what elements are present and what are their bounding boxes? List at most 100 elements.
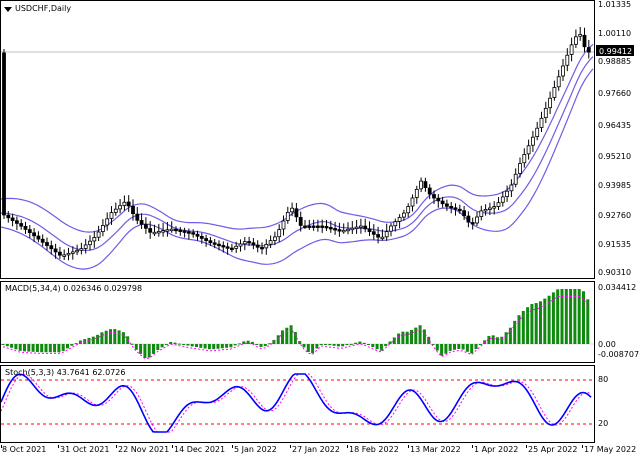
- macd-bar: [586, 299, 590, 344]
- stochastic-axis: 80 20: [596, 365, 640, 443]
- candle-body: [505, 190, 510, 197]
- macd-bar: [354, 342, 358, 344]
- macd-bar: [70, 344, 74, 346]
- candle-body: [195, 233, 200, 237]
- stoch-level-20: 20: [598, 419, 609, 428]
- date-label-6: 27 Jan 2022: [292, 445, 340, 454]
- price-axis: 1.01335 1.00110 0.98885 0.97660 0.96435 …: [596, 0, 640, 279]
- macd-bar: [40, 344, 44, 353]
- candle-body: [307, 225, 312, 228]
- candle-body: [66, 252, 71, 256]
- macd-pane[interactable]: MACD(5,34,4) 0.026346 0.029798: [0, 281, 595, 363]
- macd-bar: [177, 343, 181, 345]
- price-label-4: 0.97660: [598, 89, 632, 98]
- candle-body: [298, 216, 303, 226]
- candle-body: [281, 220, 286, 230]
- candle-body: [23, 225, 28, 230]
- candle-body: [367, 228, 372, 232]
- candle-body: [49, 245, 54, 250]
- macd-bar: [233, 344, 237, 346]
- macd-bar: [259, 344, 263, 347]
- macd-bar: [126, 336, 130, 344]
- macd-bar: [384, 344, 388, 347]
- candle-body: [350, 227, 355, 231]
- macd-bar: [328, 344, 332, 346]
- macd-bar: [564, 289, 568, 344]
- candle-body: [453, 207, 458, 210]
- chart-menu-triangle-icon[interactable]: [4, 7, 12, 12]
- candle-body: [118, 205, 122, 210]
- candle-body: [174, 228, 178, 232]
- stochastic-pane[interactable]: Stoch(5,3,3) 43.7641 62.0726: [0, 365, 595, 443]
- bollinger-upper-band: [1, 43, 594, 233]
- candle-body: [6, 214, 11, 219]
- macd-bar: [345, 344, 349, 346]
- macd-bar: [276, 335, 280, 344]
- date-label-9: 1 Apr 2022: [474, 445, 519, 454]
- candle-body: [169, 228, 174, 232]
- macd-bar: [281, 330, 284, 344]
- macd-bar: [427, 336, 431, 344]
- current-price-label: 0.99412: [596, 45, 634, 56]
- candle-body: [221, 245, 226, 248]
- macd-bar: [199, 344, 203, 348]
- price-label-7: 0.93985: [598, 181, 632, 190]
- candle-body: [389, 225, 393, 232]
- macd-bar: [91, 336, 95, 344]
- candle-body: [522, 153, 527, 164]
- macd-bar: [324, 344, 327, 345]
- candle-body: [2, 52, 6, 216]
- candle-body: [131, 205, 135, 214]
- candle-body: [268, 240, 273, 245]
- macd-bar: [66, 344, 69, 349]
- candle-body: [143, 224, 148, 229]
- macd-bar: [238, 343, 241, 345]
- candle-body: [440, 200, 445, 205]
- candle-body: [40, 238, 45, 243]
- macd-bar: [113, 329, 117, 344]
- candle-body: [182, 230, 187, 233]
- candle-body: [333, 228, 338, 231]
- macd-bar: [418, 325, 422, 344]
- candle-body: [401, 212, 406, 218]
- candle-body: [27, 229, 32, 234]
- price-chart-pane[interactable]: USDCHF,Daily: [0, 0, 595, 279]
- candle-body: [255, 244, 260, 248]
- macd-bar: [315, 344, 319, 349]
- candle-body: [586, 47, 591, 53]
- stoch-level-80: 80: [598, 375, 609, 384]
- candle-body: [62, 254, 67, 257]
- candle-body: [475, 216, 479, 224]
- candle-body: [487, 207, 492, 210]
- candle-body: [88, 240, 92, 246]
- macd-bar: [293, 332, 297, 344]
- macd-bar: [573, 289, 577, 344]
- candle-body: [457, 208, 462, 212]
- macd-bar: [453, 344, 456, 350]
- candle-body: [260, 246, 264, 250]
- candle-body: [479, 210, 484, 217]
- macd-bar: [169, 341, 173, 344]
- macd-bar: [250, 341, 254, 344]
- price-label-8: 0.92760: [598, 211, 632, 220]
- macd-bar: [319, 344, 323, 345]
- macd-bar: [130, 343, 134, 345]
- macd-bar: [255, 344, 259, 345]
- macd-bar: [104, 330, 108, 344]
- candle-body: [186, 231, 191, 234]
- macd-bar: [332, 344, 336, 346]
- candle-body: [315, 225, 320, 228]
- date-label-8: 13 Mar 2022: [410, 445, 461, 454]
- stochastic-svg: [1, 373, 594, 433]
- candle-body: [135, 213, 140, 221]
- candle-body: [126, 201, 131, 207]
- candle-body: [10, 217, 15, 221]
- candle-body: [380, 236, 385, 240]
- candle-body: [410, 197, 415, 207]
- candle-body: [526, 145, 531, 155]
- macd-bar: [134, 344, 138, 350]
- macd-bar: [457, 344, 461, 349]
- candle-body: [45, 242, 49, 246]
- macd-bar: [190, 344, 194, 347]
- macd-bar: [242, 341, 246, 344]
